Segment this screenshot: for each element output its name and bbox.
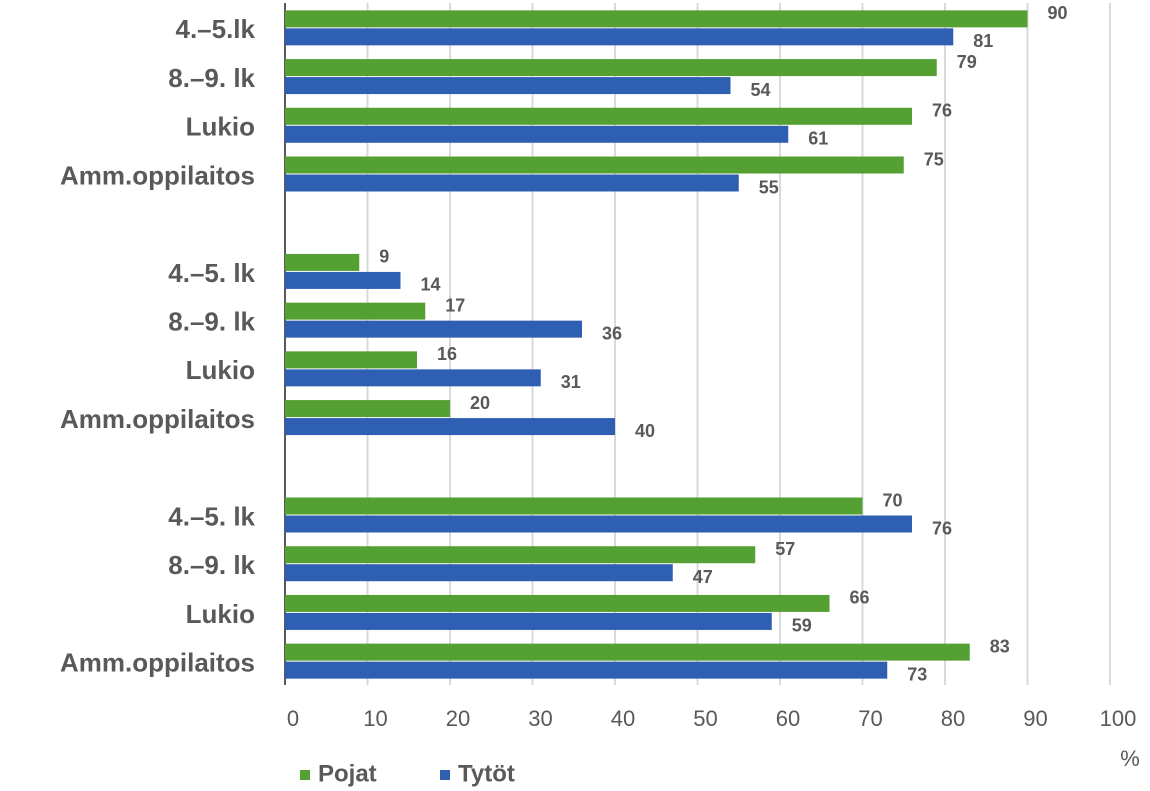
- bar: [285, 107, 912, 125]
- value-label: 66: [850, 588, 870, 608]
- x-tick-label: 50: [693, 706, 717, 731]
- bar: [285, 77, 731, 95]
- bar: [285, 302, 426, 320]
- bar: [285, 351, 417, 369]
- x-tick-label: 70: [858, 706, 882, 731]
- value-label: 47: [693, 567, 713, 587]
- bar: [285, 320, 582, 338]
- y-tick-label: 4.–5.lk: [175, 14, 255, 44]
- x-tick-label: 80: [941, 706, 965, 731]
- value-label: 90: [1048, 3, 1068, 23]
- bar: [285, 594, 830, 612]
- bar: [285, 564, 673, 582]
- bar: [285, 612, 772, 630]
- y-tick-label: Amm.oppilaitos: [60, 404, 255, 434]
- y-tick-label: Lukio: [186, 355, 255, 385]
- value-label: 57: [775, 539, 795, 559]
- bar: [285, 418, 615, 436]
- x-tick-label: 60: [776, 706, 800, 731]
- value-label: 54: [751, 80, 771, 100]
- y-tick-label: Amm.oppilaitos: [60, 648, 255, 678]
- bar: [285, 10, 1028, 28]
- legend-label: Pojat: [318, 760, 377, 787]
- x-axis-label: %: [1120, 746, 1140, 771]
- value-label: 17: [445, 295, 465, 315]
- value-label: 20: [470, 393, 490, 413]
- value-label: 70: [883, 490, 903, 510]
- x-tick-label: 20: [446, 706, 470, 731]
- value-label: 9: [379, 247, 389, 267]
- value-label: 76: [932, 518, 952, 538]
- x-tick-label: 10: [363, 706, 387, 731]
- bar: [285, 661, 888, 679]
- x-tick-label: 30: [528, 706, 552, 731]
- y-tick-label: Amm.oppilaitos: [60, 160, 255, 190]
- value-label: 36: [602, 323, 622, 343]
- value-label: 55: [759, 177, 779, 197]
- y-tick-label: 4.–5. lk: [168, 258, 255, 288]
- bar: [285, 125, 789, 143]
- bar: [285, 156, 904, 174]
- bar: [285, 174, 739, 192]
- value-label: 61: [808, 129, 828, 149]
- y-tick-label: 8.–9. lk: [168, 63, 255, 93]
- value-label: 40: [635, 421, 655, 441]
- legend-swatch: [300, 770, 310, 780]
- y-tick-label: 8.–9. lk: [168, 307, 255, 337]
- bar: [285, 515, 912, 533]
- value-label: 14: [421, 275, 441, 295]
- bar: [285, 369, 541, 387]
- value-label: 73: [907, 664, 927, 684]
- y-tick-label: 4.–5. lk: [168, 501, 255, 531]
- bar: [285, 59, 937, 77]
- bar: [285, 28, 954, 46]
- bar: [285, 643, 970, 661]
- x-tick-label: 0: [287, 706, 299, 731]
- value-label: 83: [990, 636, 1010, 656]
- bar: [285, 253, 360, 271]
- y-tick-label: Lukio: [186, 599, 255, 629]
- value-label: 59: [792, 616, 812, 636]
- value-label: 81: [973, 31, 993, 51]
- bar: [285, 400, 450, 418]
- value-label: 79: [957, 52, 977, 72]
- bar: [285, 546, 756, 564]
- x-tick-label: 100: [1100, 706, 1137, 731]
- value-label: 76: [932, 101, 952, 121]
- value-label: 31: [561, 372, 581, 392]
- bar: [285, 497, 863, 515]
- value-label: 16: [437, 344, 457, 364]
- y-tick-label: Lukio: [186, 112, 255, 142]
- value-label: 75: [924, 149, 944, 169]
- x-tick-label: 40: [611, 706, 635, 731]
- legend-label: Tytöt: [458, 760, 515, 787]
- y-tick-label: 8.–9. lk: [168, 550, 255, 580]
- x-tick-label: 90: [1023, 706, 1047, 731]
- bar: [285, 271, 401, 289]
- legend-swatch: [440, 770, 450, 780]
